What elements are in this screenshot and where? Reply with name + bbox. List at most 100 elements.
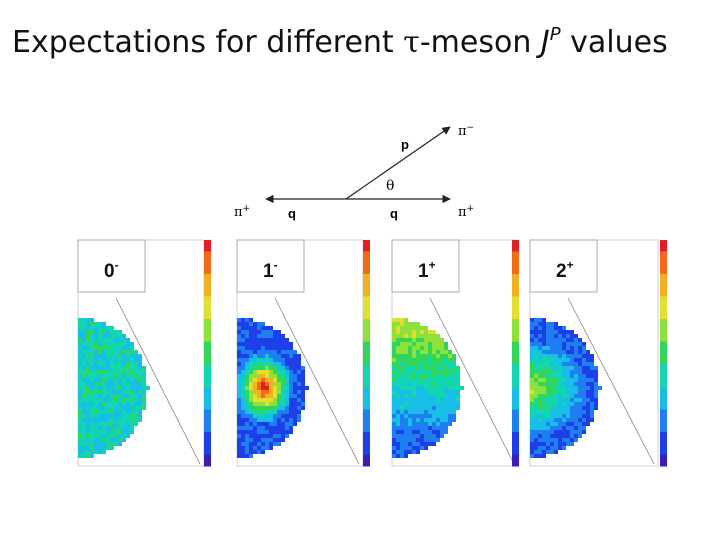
heatmap-cell [118, 406, 122, 410]
heatmap-cell [562, 438, 566, 442]
heatmap-cell [538, 410, 542, 414]
heatmap-cell [273, 398, 277, 402]
color-scale-segment [363, 319, 370, 326]
heatmap-cell [253, 362, 257, 366]
heatmap-cell [269, 350, 273, 354]
color-scale-segment [512, 285, 519, 292]
heatmap-cell [534, 450, 538, 454]
heatmap-cell [126, 434, 130, 438]
heatmap-cell [578, 350, 582, 354]
heatmap-cell [546, 430, 550, 434]
heatmap-cell [269, 426, 273, 430]
color-scale-segment [660, 279, 667, 286]
heatmap-cell [562, 382, 566, 386]
heatmap-cell [78, 450, 82, 454]
heatmap-cell [253, 414, 257, 418]
heatmap-cell [586, 394, 590, 398]
heatmap-cell [546, 394, 550, 398]
heatmap-cell [574, 378, 578, 382]
heatmap-cell [448, 394, 452, 398]
heatmap-cell [94, 390, 98, 394]
heatmap-cell [436, 406, 440, 410]
heatmap-cell [392, 394, 396, 398]
heatmap-cell [261, 354, 265, 358]
heatmap-cell [126, 406, 130, 410]
heatmap-cell [261, 450, 265, 454]
heatmap-cell [269, 362, 273, 366]
heatmap-cell [82, 330, 86, 334]
heatmap-cell [582, 390, 586, 394]
heatmap-cell [586, 390, 590, 394]
heatmap-cell [404, 370, 408, 374]
heatmap-cell [538, 374, 542, 378]
heatmap-cell [444, 378, 448, 382]
heatmap-cell [237, 386, 241, 390]
heatmap-cell [253, 442, 257, 446]
heatmap-cell [86, 390, 90, 394]
heatmap-cell [534, 322, 538, 326]
heatmap-cell [245, 442, 249, 446]
heatmap-cell [408, 338, 412, 342]
color-scale-segment [363, 256, 370, 264]
heatmap-cell [82, 434, 86, 438]
heatmap-cell [392, 318, 396, 322]
heatmap-cell [82, 326, 86, 330]
heatmap-cell [86, 338, 90, 342]
color-scale-segment [204, 369, 211, 377]
heatmap-cell [253, 418, 257, 422]
heatmap-cell [420, 374, 424, 378]
heatmap-cell [245, 406, 249, 410]
kinematic-boundary-line [274, 297, 360, 465]
heatmap-cell [538, 378, 542, 382]
heatmap-cell [277, 398, 281, 402]
heatmap-cell [130, 402, 134, 406]
heatmap-cell [269, 422, 273, 426]
heatmap-cell [546, 326, 550, 330]
heatmap-cell [253, 434, 257, 438]
color-scale-segment [660, 245, 667, 252]
heatmap-cell [400, 326, 404, 330]
color-scale-segment [204, 415, 211, 422]
heatmap-cell [424, 386, 428, 390]
heatmap-cell [562, 378, 566, 382]
color-scale-segment [512, 454, 519, 461]
heatmap-cell [594, 386, 598, 390]
heatmap-cell [538, 434, 542, 438]
heatmap-cell [452, 374, 456, 378]
heatmap-cell [448, 374, 452, 378]
heatmap-cell [562, 350, 566, 354]
heatmap-cell [392, 418, 396, 422]
heatmap-cell [122, 374, 126, 378]
heatmap-cell [241, 398, 245, 402]
heatmap-cell [122, 334, 126, 338]
heatmap-cell [277, 438, 281, 442]
heatmap-cell [293, 386, 297, 390]
heatmap-cell [82, 422, 86, 426]
heatmap-cell [257, 358, 261, 362]
heatmap-cell [420, 362, 424, 366]
heatmap-cell [558, 350, 562, 354]
heatmap-cell [420, 430, 424, 434]
heatmap-cell [586, 418, 590, 422]
heatmap-cell [404, 418, 408, 422]
heatmap-cell [416, 442, 420, 446]
heatmap-cell [237, 330, 241, 334]
heatmap-cell [110, 366, 114, 370]
heatmap-cell [534, 342, 538, 346]
heatmap-cell [436, 394, 440, 398]
color-scale-segment [363, 392, 370, 399]
heatmap-cell [297, 362, 301, 366]
heatmap-cell [269, 410, 273, 414]
heatmap-cell [554, 382, 558, 386]
heatmap-cell [408, 334, 412, 338]
heatmap-cell [293, 398, 297, 402]
heatmap-cell [550, 398, 554, 402]
heatmap-cell [114, 410, 118, 414]
heatmap-cell [420, 402, 424, 406]
heatmap-cell [558, 422, 562, 426]
heatmap-cell [530, 358, 534, 362]
heatmap-cell [542, 446, 546, 450]
heatmap-cell [118, 338, 122, 342]
heatmap-cell [542, 454, 546, 458]
heatmap-cell [98, 374, 102, 378]
